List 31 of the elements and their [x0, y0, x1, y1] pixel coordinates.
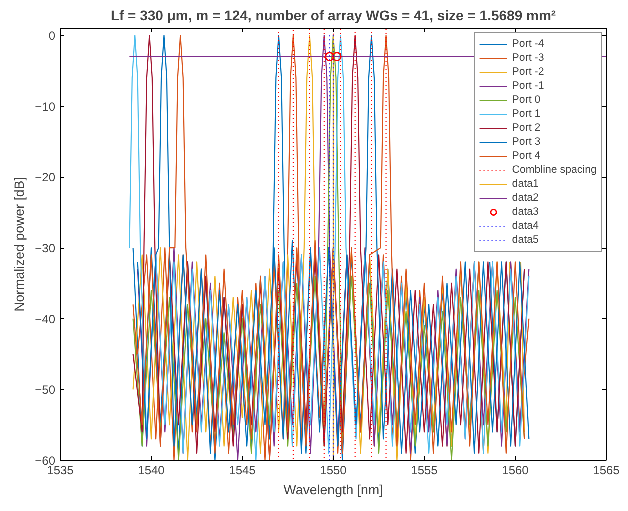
y-tick-label: −10 — [35, 100, 56, 114]
legend-label: Combline spacing — [512, 164, 597, 176]
x-axis-title: Wavelength [nm] — [284, 482, 384, 498]
y-tick-label: 0 — [48, 29, 56, 44]
y-tick-label: −40 — [35, 312, 56, 326]
chart-title: Lf = 330 μm, m = 124, number of array WGs = 41, size = 1.5689 mm² — [110, 8, 556, 24]
legend-label: Port 1 — [512, 108, 541, 120]
legend-label: data1 — [512, 178, 539, 190]
y-tick-label: −50 — [35, 383, 56, 398]
y-axis-title: Normalized power [dB] — [12, 177, 28, 312]
legend-label: data5 — [512, 234, 539, 246]
x-tick-label: 1540 — [138, 464, 166, 478]
legend-label: data2 — [512, 192, 539, 204]
legend-label: data3 — [512, 206, 539, 218]
legend-label: Port -1 — [512, 80, 544, 92]
x-tick-label: 1535 — [47, 464, 74, 478]
legend-label: Port -2 — [512, 66, 544, 78]
x-tick-label: 1555 — [411, 464, 438, 478]
legend-label: Port 4 — [512, 150, 541, 162]
legend-label: Port -3 — [512, 52, 544, 64]
x-tick-label: 1565 — [593, 464, 620, 478]
y-tick-label: −20 — [35, 170, 56, 185]
y-tick-label: −30 — [35, 242, 56, 256]
x-tick-label: 1560 — [502, 464, 530, 478]
x-tick-label: 1545 — [229, 464, 256, 478]
legend-label: Port 0 — [512, 94, 541, 106]
legend-label: Port -4 — [512, 38, 544, 50]
legend-label: Port 3 — [512, 136, 541, 148]
legend-label: Port 2 — [512, 122, 541, 134]
legend-label: data4 — [512, 220, 539, 232]
x-tick-label: 1550 — [320, 464, 348, 478]
